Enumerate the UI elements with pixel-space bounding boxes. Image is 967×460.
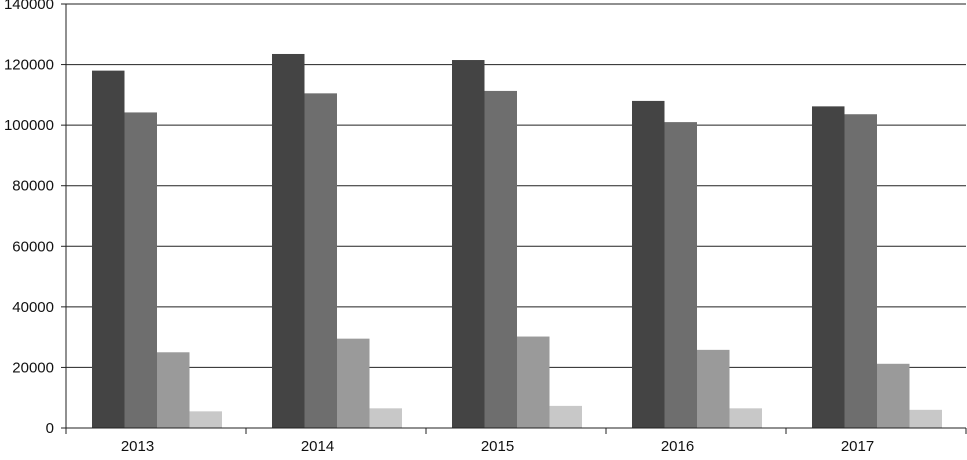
x-tick-label: 2017 (841, 438, 874, 455)
bar-2016-series-1 (632, 100, 665, 429)
x-tick-label: 2013 (121, 438, 154, 455)
x-tick-label: 2014 (301, 438, 334, 455)
bar-2014-series-4 (369, 408, 402, 428)
y-tick-label: 80000 (12, 178, 54, 195)
bar-2016-series-2 (664, 122, 697, 428)
y-tick-label: 60000 (12, 238, 54, 255)
x-tick-label: 2015 (481, 438, 514, 455)
bar-2013-series-1 (92, 70, 125, 428)
bar-2017-series-1 (812, 106, 845, 428)
bar-2016-series-4 (729, 408, 762, 428)
bar-2017-series-4 (909, 409, 942, 428)
bar-2017-series-3 (877, 363, 910, 428)
bar-2013-series-2 (124, 112, 157, 429)
bar-2016-series-3 (697, 349, 730, 428)
bar-2014-series-1 (272, 53, 305, 428)
bar-2015-series-1 (452, 60, 485, 429)
bar-2014-series-2 (304, 93, 337, 428)
bar-2013-series-4 (189, 411, 222, 428)
bar-2017-series-2 (844, 114, 877, 429)
bar-2015-series-4 (549, 405, 582, 428)
y-tick-label: 40000 (12, 299, 54, 316)
bar-2013-series-3 (157, 352, 190, 428)
y-tick-labels: 0 20000 40000 60000 80000 100000 120000 140000 (4, 0, 54, 437)
y-tick-label: 120000 (4, 57, 54, 74)
y-tick-label: 0 (46, 420, 54, 437)
bar-2015-series-2 (484, 90, 517, 429)
y-tick-label: 20000 (12, 359, 54, 376)
x-tick-labels: 2013 2014 2015 2016 2017 (121, 438, 874, 455)
x-tick-label: 2016 (661, 438, 694, 455)
bar-2015-series-3 (517, 336, 550, 428)
bar-2014-series-3 (337, 338, 370, 428)
y-tick-label: 100000 (4, 117, 54, 134)
axes (61, 3, 967, 434)
bars (92, 53, 942, 429)
y-tick-label: 140000 (4, 0, 54, 13)
